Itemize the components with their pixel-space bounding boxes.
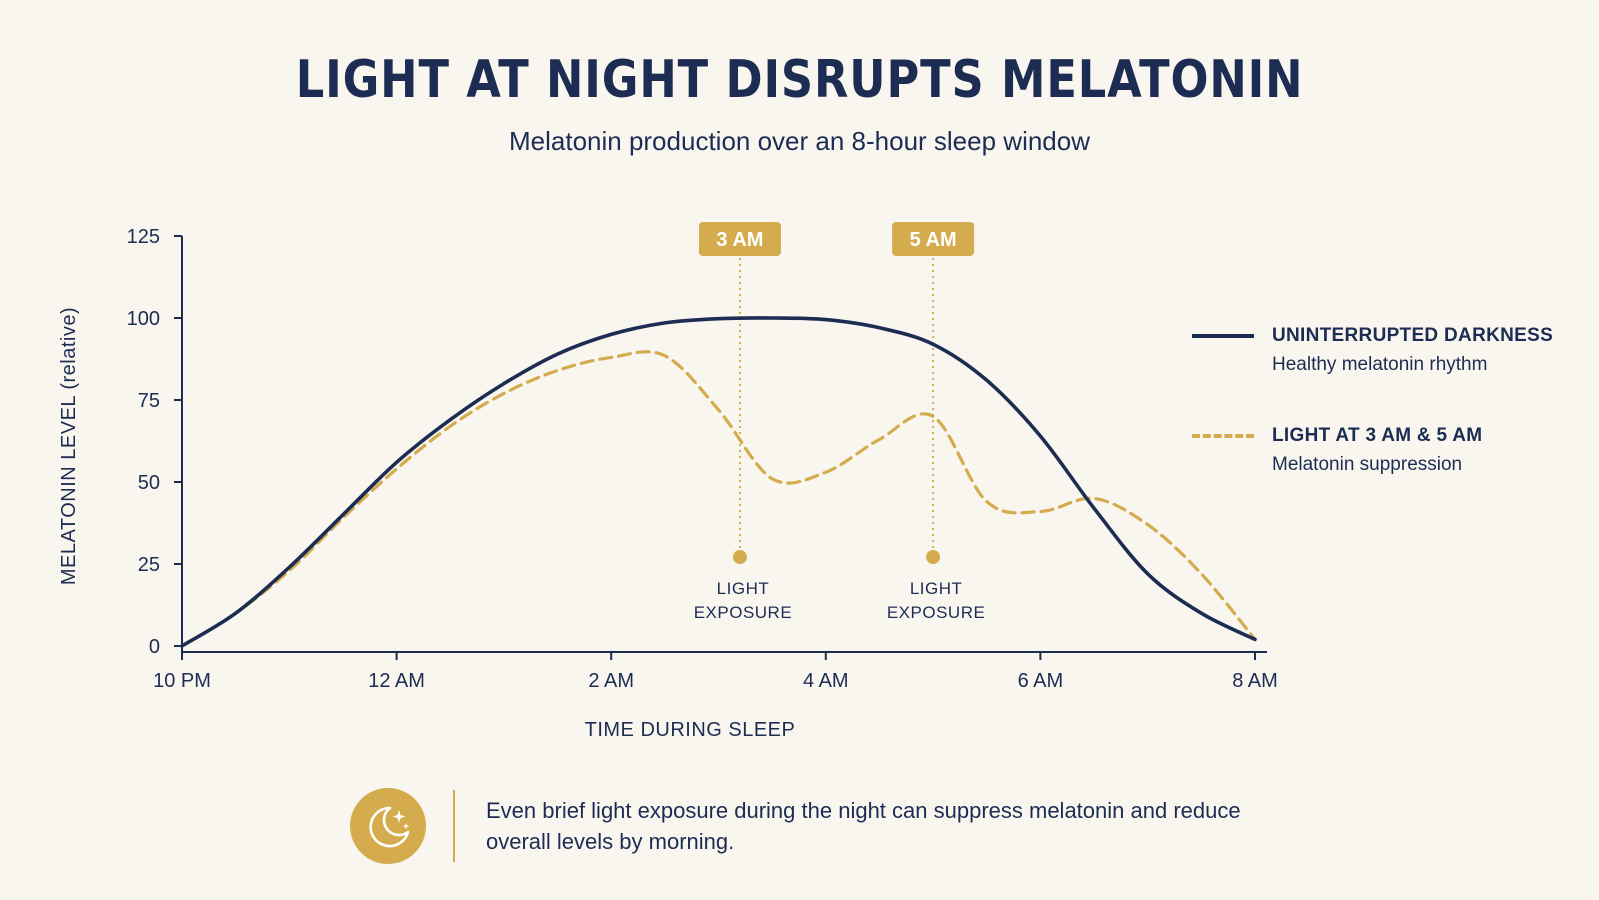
y-tick-label: 25 bbox=[138, 554, 160, 576]
series-line-uninterrupted-darkness bbox=[180, 316, 1257, 648]
legend-swatch-solid bbox=[1192, 334, 1254, 338]
legend-swatch-dashed bbox=[1192, 434, 1254, 438]
y-tick-label: 75 bbox=[138, 390, 160, 412]
annotation-note: EXPOSURE bbox=[694, 603, 792, 622]
footer-note: Even brief light exposure during the nig… bbox=[486, 798, 1241, 854]
footer-divider bbox=[453, 790, 455, 862]
annotation-badge-label: 3 AM bbox=[716, 229, 763, 251]
annotation-note: EXPOSURE bbox=[887, 603, 985, 622]
y-tick-label: 50 bbox=[138, 472, 160, 494]
x-tick-label: 8 AM bbox=[1232, 670, 1278, 692]
legend-name: UNINTERRUPTED DARKNESS bbox=[1272, 325, 1554, 346]
page-subtitle: Melatonin production over an 8-hour slee… bbox=[508, 126, 1090, 156]
annotation-badge bbox=[892, 222, 975, 256]
x-tick-label: 10 PM bbox=[153, 670, 211, 692]
annotation-dot bbox=[732, 550, 747, 564]
y-tick-label: 100 bbox=[127, 308, 160, 330]
x-tick-label: 12 AM bbox=[368, 670, 425, 692]
x-tick-label: 6 AM bbox=[1018, 670, 1064, 692]
y-axis-title: MELATONIN LEVEL (relative) bbox=[58, 307, 80, 585]
annotation-badge-label: 5 AM bbox=[910, 229, 957, 251]
legend-name: LIGHT AT 3 AM & 5 AM bbox=[1272, 425, 1483, 446]
chart-axes: 0 25 50 75 100 125 10 PM 12 AM 2 AM 4 AM 6 AM 8 AM bbox=[127, 226, 1278, 692]
annotation-note: LIGHT bbox=[910, 579, 963, 598]
annotation-badge bbox=[698, 222, 781, 256]
annotation-lines bbox=[738, 252, 935, 556]
series-line-light-exposure bbox=[180, 350, 1257, 648]
chart-legend: UNINTERRUPTED DARKNESS Healthy melatonin… bbox=[1192, 322, 1592, 522]
y-tick-label: 125 bbox=[127, 226, 160, 248]
page-title: LIGHT AT NIGHT DISRUPTS MELATONIN bbox=[295, 50, 1304, 110]
chart-series bbox=[180, 316, 1257, 648]
legend-desc: Healthy melatonin rhythm bbox=[1272, 354, 1488, 375]
x-tick-label: 4 AM bbox=[803, 670, 849, 692]
x-tick-label: 2 AM bbox=[588, 670, 634, 692]
annotation-dot bbox=[926, 550, 941, 564]
legend-item-darkness: UNINTERRUPTED DARKNESS Healthy melatonin… bbox=[1192, 322, 1592, 422]
moon-stars-icon bbox=[350, 788, 426, 864]
y-tick-label: 0 bbox=[149, 636, 160, 658]
x-axis-title: TIME DURING SLEEP bbox=[585, 719, 796, 741]
annotation-markers: 3 AM LIGHT EXPOSURE 5 AM LIGHT EXPOSURE bbox=[694, 222, 985, 622]
legend-desc: Melatonin suppression bbox=[1272, 454, 1463, 475]
annotation-note: LIGHT bbox=[717, 579, 770, 598]
legend-item-light: LIGHT AT 3 AM & 5 AM Melatonin suppressi… bbox=[1192, 422, 1592, 522]
